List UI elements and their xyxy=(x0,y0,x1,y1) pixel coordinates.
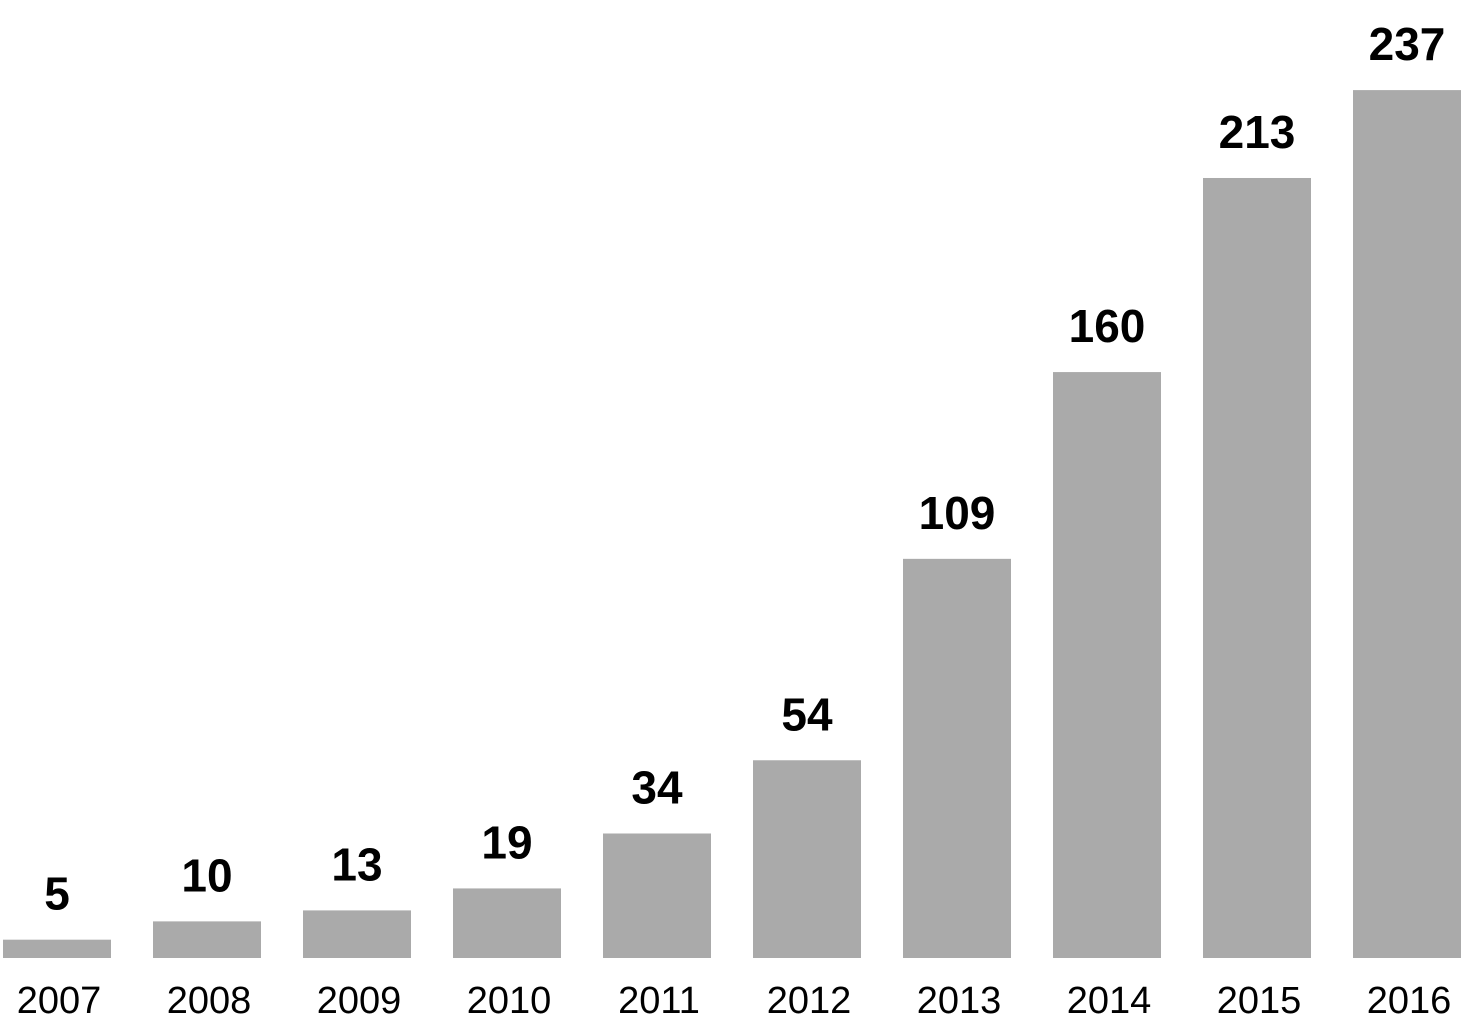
x-tick-label-2016: 2016 xyxy=(1367,980,1452,1020)
x-tick-label-2009: 2009 xyxy=(317,980,402,1020)
value-label-2015: 213 xyxy=(1219,106,1296,158)
value-label-2008: 10 xyxy=(181,849,232,901)
bar-2014 xyxy=(1053,372,1161,959)
value-label-2014: 160 xyxy=(1069,300,1146,352)
value-labels-group: 5 10 13 19 34 54 109 160 213 237 xyxy=(44,18,1445,920)
value-label-2013: 109 xyxy=(919,487,996,539)
x-tick-label-2010: 2010 xyxy=(467,980,552,1020)
x-tick-label-2008: 2008 xyxy=(167,980,252,1020)
x-tick-label-2015: 2015 xyxy=(1217,980,1302,1020)
x-axis-tick-labels: 2007 2008 2009 2010 2011 2012 2013 2014 2015 2016 xyxy=(17,980,1452,1020)
bars-group xyxy=(3,90,1461,959)
bar-2008 xyxy=(153,921,261,958)
x-tick-label-2014: 2014 xyxy=(1067,980,1152,1020)
bar-2007 xyxy=(3,939,111,958)
value-label-2010: 19 xyxy=(481,816,532,868)
value-label-2007: 5 xyxy=(44,868,70,920)
x-tick-label-2007: 2007 xyxy=(17,980,102,1020)
x-tick-label-2013: 2013 xyxy=(917,980,1002,1020)
bar-2011 xyxy=(603,833,711,958)
x-tick-label-2011: 2011 xyxy=(618,980,700,1020)
x-tick-label-2012: 2012 xyxy=(767,980,852,1020)
value-label-2011: 34 xyxy=(631,761,683,813)
bar-2012 xyxy=(753,760,861,958)
bar-2009 xyxy=(303,910,411,958)
bar-2010 xyxy=(453,888,561,958)
value-label-2009: 13 xyxy=(331,838,382,890)
bar-2016 xyxy=(1353,90,1461,958)
bar-2013 xyxy=(903,558,1011,958)
bar-2015 xyxy=(1203,177,1311,958)
value-label-2012: 54 xyxy=(781,688,833,740)
value-label-2016: 237 xyxy=(1369,18,1446,70)
